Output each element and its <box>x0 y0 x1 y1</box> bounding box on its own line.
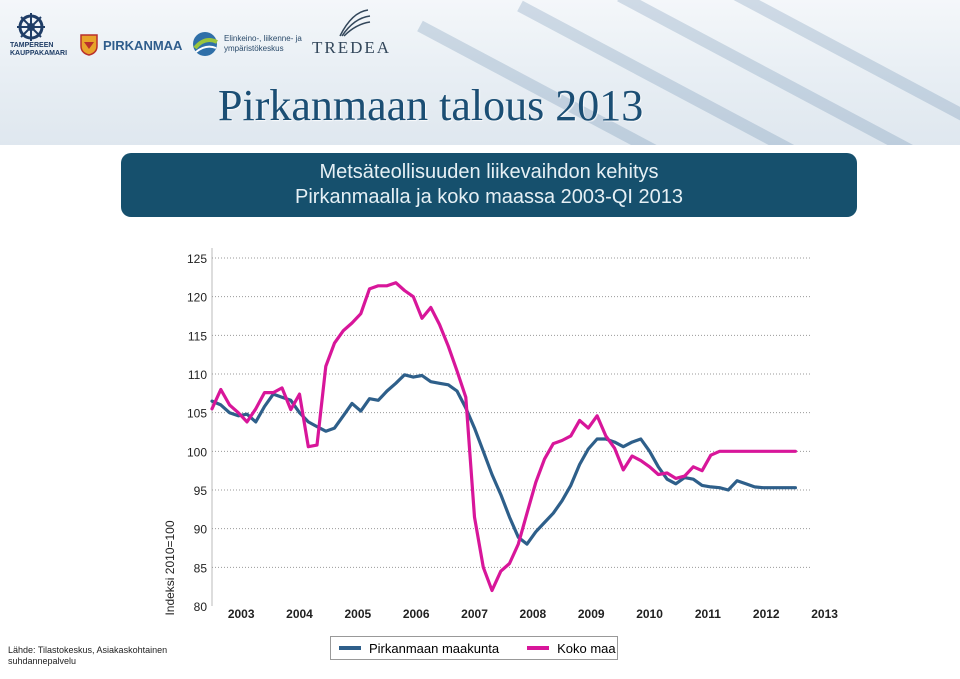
tredea-logo-text: TREDEA <box>312 38 392 57</box>
x-tick-label: 2013 <box>811 607 838 621</box>
y-tick-label: 115 <box>188 329 207 343</box>
y-tick-label: 110 <box>188 368 207 382</box>
pirkanmaa-shield-icon <box>80 34 98 56</box>
ely-name-line1: Elinkeino-, liikenne- ja <box>224 34 302 43</box>
x-tick-label: 2010 <box>636 607 663 621</box>
legend-swatch-koko-maa <box>527 646 550 650</box>
series-line-koko-maa <box>210 281 798 593</box>
legend-item-pirkanmaa: Pirkanmaan maakunta <box>339 641 499 656</box>
chamber-logo: TAMPEREEN KAUPPAKAMARI <box>10 12 67 58</box>
legend-label-pirkanmaa: Pirkanmaan maakunta <box>369 640 500 656</box>
x-tick-label: 2004 <box>286 607 313 621</box>
page-title: Pirkanmaan talous 2013 <box>218 81 644 130</box>
tredea-rays-icon <box>338 9 370 37</box>
ely-swirl-icon <box>193 32 218 56</box>
y-tick-label: 100 <box>187 445 207 459</box>
y-tick-label: 85 <box>194 561 208 575</box>
y-tick-label: 105 <box>187 407 207 421</box>
ely-name-line2: ympäristökeskus <box>224 44 284 53</box>
legend-swatch-pirkanmaa <box>339 646 361 650</box>
chart-legend: Pirkanmaan maakunta Koko maa <box>330 636 618 660</box>
chamber-name-line2: KAUPPAKAMARI <box>10 50 68 57</box>
y-axis-label: Indeksi 2010=100 <box>163 520 177 615</box>
legend-label-koko-maa: Koko maa <box>557 640 616 656</box>
series-line-pirkanmaa <box>210 373 798 546</box>
source-note: Lähde: Tilastokeskus, Asiakaskohtainen s… <box>8 645 168 666</box>
y-tick-label: 125 <box>187 252 207 266</box>
x-tick-label: 2005 <box>345 607 372 621</box>
pirkanmaa-logo-text: PIRKANMAA <box>103 37 183 53</box>
x-tick-label: 2003 <box>228 607 255 621</box>
y-tick-label: 95 <box>194 484 208 498</box>
legend-item-koko-maa: Koko maa <box>527 641 616 656</box>
ely-logo: Elinkeino-, liikenne- ja ympäristökeskus <box>190 30 302 58</box>
x-tick-label: 2007 <box>461 607 488 621</box>
chamber-name-line1: TAMPEREEN <box>10 42 54 49</box>
chamber-emblem-icon <box>17 13 45 41</box>
x-tick-label: 2006 <box>403 607 430 621</box>
x-tick-label: 2011 <box>695 607 721 621</box>
header-banner: TAMPEREEN KAUPPAKAMARI PIRKANMAA Elinkei… <box>0 0 960 145</box>
x-tick-label: 2012 <box>753 607 780 621</box>
x-tick-label: 2009 <box>578 607 605 621</box>
chart-title-line1: Metsäteollisuuden liikevaihdon kehitys <box>319 161 659 183</box>
pirkanmaa-logo: PIRKANMAA <box>80 34 182 56</box>
tredea-logo: TREDEA <box>312 8 391 58</box>
y-tick-label: 120 <box>187 291 207 305</box>
y-tick-label: 80 <box>194 600 208 614</box>
x-tick-label: 2008 <box>520 607 547 621</box>
chart-title-box: Metsäteollisuuden liikevaihdon kehitys P… <box>121 153 857 217</box>
chart-title-line2: Pirkanmaalla ja koko maassa 2003-QI 2013 <box>295 186 683 208</box>
y-tick-label: 90 <box>194 523 208 537</box>
